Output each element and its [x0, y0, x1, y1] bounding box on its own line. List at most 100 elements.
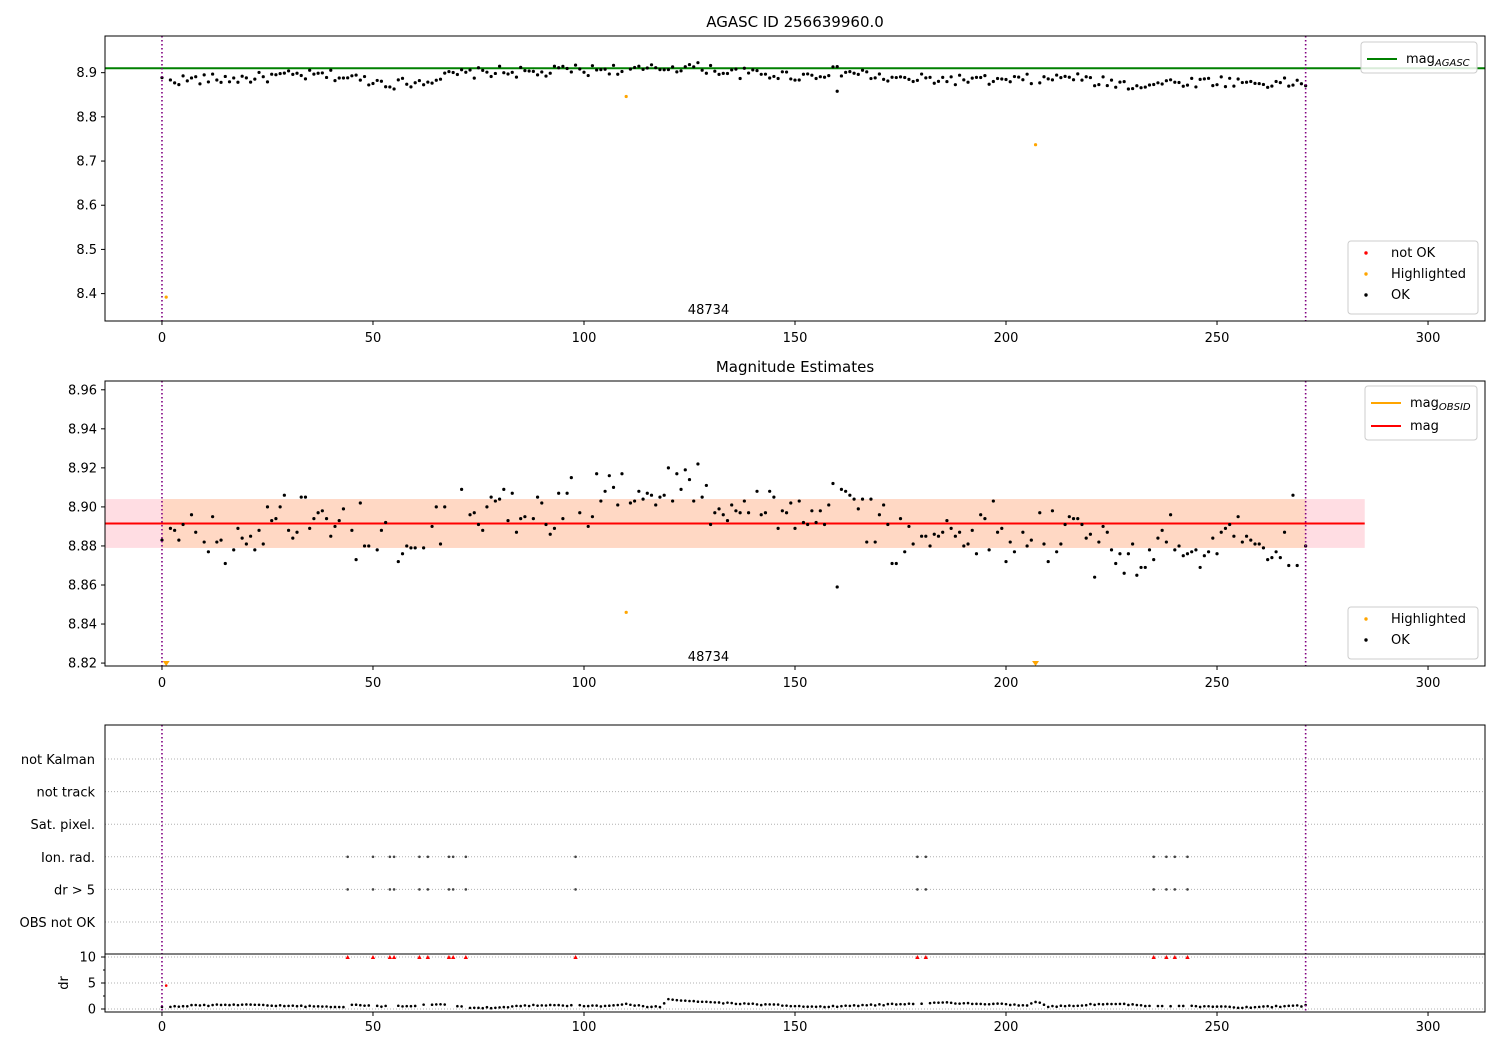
dr-point	[730, 1001, 733, 1005]
dr-point	[1169, 1004, 1172, 1008]
ok-point	[1164, 540, 1168, 544]
ok-point	[1173, 80, 1177, 84]
p1-marker-legend-marker	[1364, 293, 1368, 297]
ok-point	[641, 497, 645, 501]
ok-point	[831, 481, 835, 486]
ok-point	[337, 518, 341, 523]
ok-point	[637, 489, 641, 493]
dr-point	[975, 1002, 978, 1006]
ok-point	[409, 85, 413, 89]
dr-point	[966, 1001, 970, 1005]
ok-point	[1185, 552, 1190, 556]
flag-point	[1186, 855, 1189, 859]
p1-xtick-label: 200	[994, 331, 1019, 346]
ok-point	[514, 75, 519, 79]
dr-point	[662, 1002, 666, 1005]
ok-point	[920, 72, 924, 76]
ok-point	[544, 74, 548, 78]
flag-point	[388, 855, 392, 859]
ok-point	[746, 71, 751, 75]
dr-point	[578, 1003, 582, 1007]
dr-point	[848, 1004, 852, 1008]
highlighted-point	[164, 295, 168, 299]
dr-point	[996, 1002, 999, 1005]
ok-point	[565, 66, 569, 71]
ok-point	[1206, 550, 1211, 554]
ok-point	[1071, 78, 1076, 82]
dr-point	[781, 1004, 784, 1007]
dr-point	[747, 1002, 750, 1006]
dr-point	[992, 1002, 995, 1006]
dr-point	[987, 1002, 991, 1006]
dr-point	[1101, 1003, 1105, 1006]
ok-point	[265, 80, 270, 84]
p2-xtick-label: 100	[572, 676, 597, 691]
ok-point	[882, 77, 886, 81]
ok-point	[1202, 77, 1206, 81]
dr-point	[650, 1005, 653, 1009]
ok-point	[1000, 526, 1004, 530]
ok-point	[367, 83, 371, 87]
ok-point	[168, 526, 173, 530]
dr-point	[743, 1002, 746, 1005]
ok-point	[434, 505, 438, 509]
ok-point	[848, 493, 852, 497]
ok-point	[1249, 79, 1253, 84]
dr-point	[1013, 1003, 1016, 1006]
dr-point	[641, 1004, 645, 1008]
ok-point	[519, 65, 523, 70]
ok-point	[324, 517, 329, 521]
ok-point	[367, 544, 371, 548]
ok-point	[396, 78, 400, 82]
ok-point	[1299, 82, 1304, 86]
dr-point	[612, 1004, 615, 1007]
ok-point	[451, 70, 455, 75]
dr-point	[726, 1001, 729, 1004]
dr-point	[253, 1003, 257, 1007]
flag-point	[447, 888, 451, 891]
dr-point	[911, 1002, 915, 1006]
ok-point	[772, 74, 776, 79]
ok-point	[784, 70, 789, 74]
p3-xtick-label: 50	[365, 1020, 382, 1035]
ok-point	[713, 511, 717, 515]
ok-point	[443, 71, 447, 75]
ok-point	[890, 75, 894, 79]
ok-point	[578, 67, 582, 71]
ok-point	[527, 69, 531, 73]
ok-point	[379, 528, 384, 532]
dr-point	[620, 1003, 624, 1006]
ok-point	[708, 522, 713, 527]
ok-point	[607, 72, 611, 76]
ok-point	[844, 70, 848, 74]
dr-point	[654, 1005, 658, 1008]
ok-point	[616, 72, 620, 76]
ok-point	[236, 526, 240, 530]
dr-point	[1072, 1004, 1075, 1008]
dr-point	[1055, 1005, 1058, 1009]
dr-capped-marker	[417, 955, 422, 959]
panel3-data-layer	[105, 725, 1485, 1012]
ok-point	[1295, 78, 1299, 82]
flag-point	[1165, 855, 1168, 859]
ok-point	[1143, 85, 1147, 89]
ok-point	[1190, 76, 1194, 80]
ok-point	[295, 71, 299, 75]
ok-point	[1223, 526, 1228, 530]
dr-point	[565, 1004, 569, 1008]
ok-point	[426, 80, 430, 84]
ok-point	[1164, 79, 1168, 83]
ok-point	[586, 524, 590, 529]
ok-point	[476, 522, 481, 527]
ok-point	[303, 495, 308, 499]
ok-point	[789, 501, 793, 505]
ok-point	[202, 73, 206, 77]
ok-point	[1131, 86, 1135, 91]
flag-point	[418, 855, 421, 859]
dr-point	[1148, 1004, 1151, 1008]
ok-point	[654, 66, 658, 70]
ok-point	[620, 472, 624, 476]
ok-point	[194, 75, 198, 79]
p1-xtick-label: 50	[365, 331, 382, 346]
dr-point	[185, 1004, 189, 1008]
